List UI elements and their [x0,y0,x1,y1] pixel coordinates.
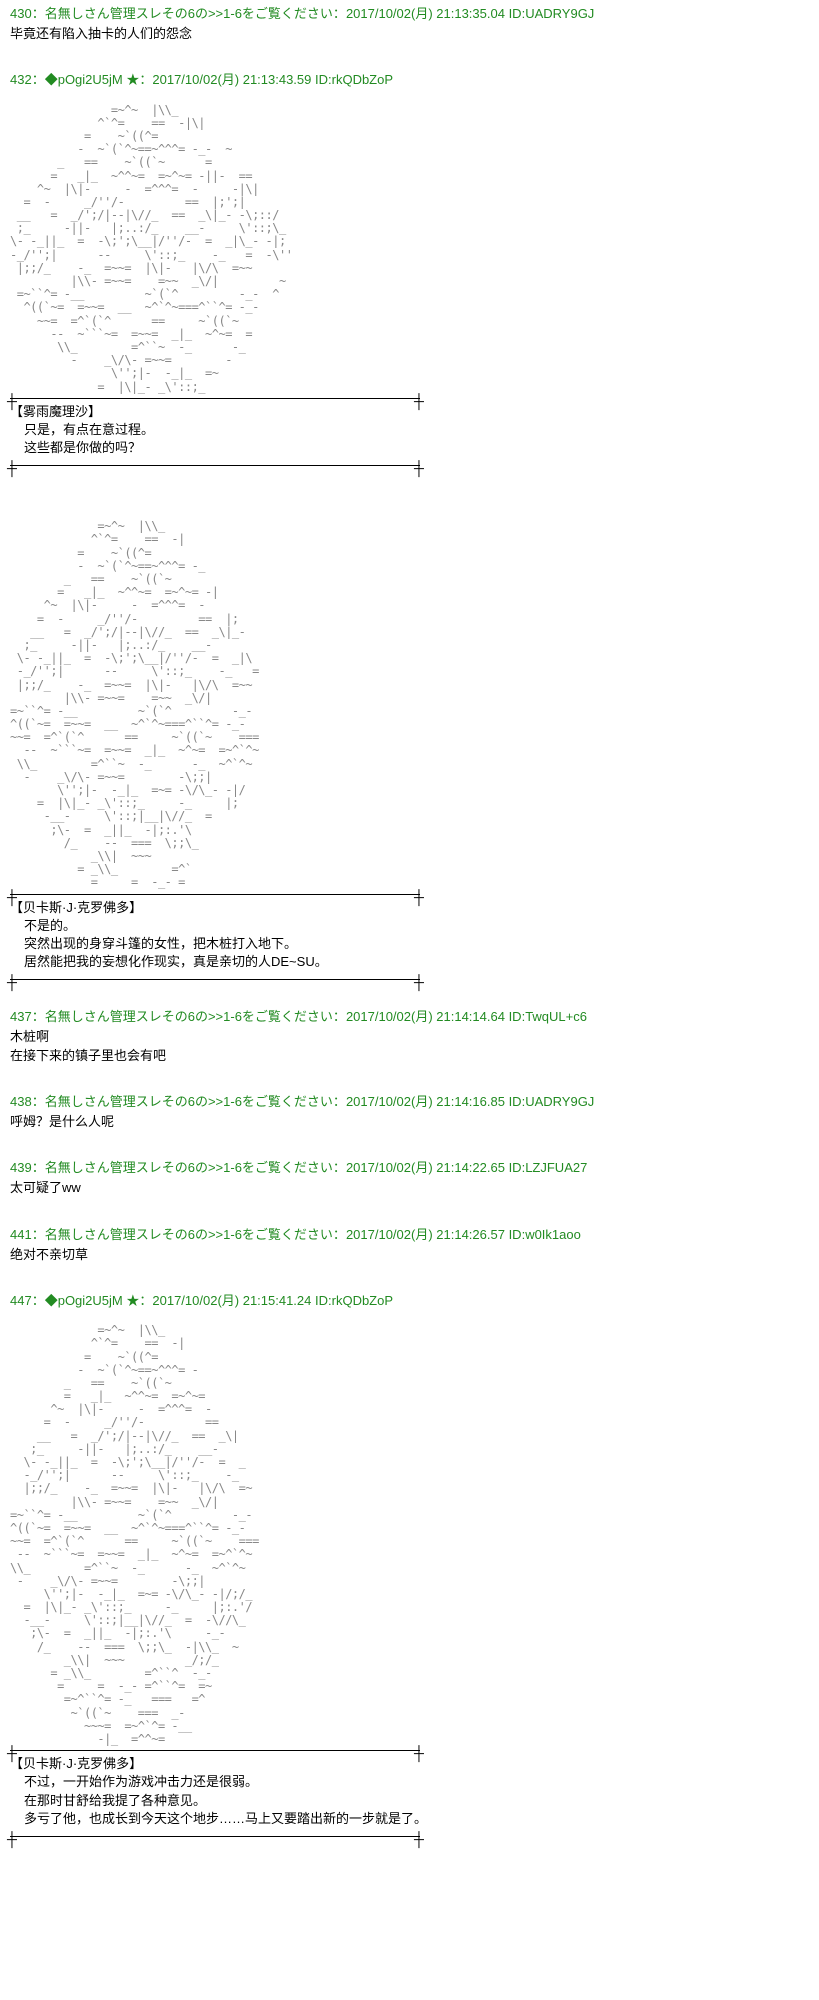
post-date: 2017/10/02(月) 21:13:43.59 [152,72,311,87]
character-dialogue: 不是的。 突然出现的身穿斗篷的女性，把木桩打入地下。 居然能把我的妄想化作现实，… [10,917,809,972]
post-id: UADRY9GJ [525,1094,594,1109]
post-date: 2017/10/02(月) 21:14:14.64 [346,1009,505,1024]
post-author: 名無しさん管理スレその6の>>1-6をご覧ください [45,1009,333,1024]
post-date: 2017/10/02(月) 21:14:26.57 [346,1227,505,1242]
post-number: 447 [10,1293,32,1308]
post-header: 432：◆pOgi2U5jM ★：2017/10/02(月) 21:13:43.… [10,71,809,89]
aa-separator [10,465,420,466]
post-author: 名無しさん管理スレその6の>>1-6をご覧ください [45,1094,333,1109]
character-dialogue: 只是，有点在意过程。 这些都是你做的吗？ [10,421,809,457]
aa-separator [10,894,420,895]
post-author: ◆pOgi2U5jM ★ [45,1293,140,1308]
post-header: 430：名無しさん管理スレその6の>>1-6をご覧ください：2017/10/02… [10,5,809,23]
post-number: 438 [10,1094,32,1109]
aa-separator [10,1836,420,1837]
aa-separator [10,1750,420,1751]
post-author: 名無しさん管理スレその6の>>1-6をご覧ください [45,1227,333,1242]
forum-post: 439：名無しさん管理スレその6の>>1-6をご覧ください：2017/10/02… [10,1159,809,1197]
post-author: ◆pOgi2U5jM ★ [45,72,140,87]
post-date: 2017/10/02(月) 21:14:22.65 [346,1160,505,1175]
post-id: w0Ik1aoo [525,1227,581,1242]
character-name: 【贝卡斯·J·克罗佛多】 [10,1755,809,1773]
post-author: 名無しさん管理スレその6の>>1-6をご覧ください [45,1160,333,1175]
post-header: 438：名無しさん管理スレその6の>>1-6をご覧ください：2017/10/02… [10,1093,809,1111]
post-id: rkQDbZoP [332,1293,393,1308]
post-number: 439 [10,1160,32,1175]
post-body: 木桩啊 在接下来的镇子里也会有吧 [10,1028,809,1064]
post-header: 441：名無しさん管理スレその6の>>1-6をご覧ください：2017/10/02… [10,1226,809,1244]
post-number: 430 [10,6,32,21]
post-number: 432 [10,72,32,87]
post-header: 447：◆pOgi2U5jM ★：2017/10/02(月) 21:15:41.… [10,1292,809,1310]
post-date: 2017/10/02(月) 21:14:16.85 [346,1094,505,1109]
post-header: 437：名無しさん管理スレその6の>>1-6をご覧ください：2017/10/02… [10,1008,809,1026]
post-date: 2017/10/02(月) 21:15:41.24 [152,1293,311,1308]
aa-separator [10,979,420,980]
forum-post: 430：名無しさん管理スレその6の>>1-6をご覧ください：2017/10/02… [10,5,809,43]
ascii-art: =~^~ |\\_ ^`^= == -| = ~`((^= - ~`(`^~==… [10,1324,809,1746]
post-body: 呼姆？是什么人呢 [10,1113,809,1131]
forum-post: 437：名無しさん管理スレその6の>>1-6をご覧ください：2017/10/02… [10,1008,809,1065]
character-name: 【贝卡斯·J·克罗佛多】 [10,899,809,917]
forum-post: 441：名無しさん管理スレその6の>>1-6をご覧ください：2017/10/02… [10,1226,809,1264]
post-header: 439：名無しさん管理スレその6の>>1-6をご覧ください：2017/10/02… [10,1159,809,1177]
ascii-art: =~^~ |\\_ ^`^= == -| = ~`((^= - ~`(`^~==… [10,520,809,889]
post-author: 名無しさん管理スレその6の>>1-6をご覧ください [45,6,333,21]
character-name: 【雾雨魔理沙】 [10,403,809,421]
post-body: 太可疑了ww [10,1179,809,1197]
ascii-art: =~^~ |\\_ ^`^= == -|\| = ~`((^= - ~`(`^~… [10,104,809,394]
aa-separator [10,398,420,399]
post-date: 2017/10/02(月) 21:13:35.04 [346,6,505,21]
forum-post: 438：名無しさん管理スレその6の>>1-6をご覧ください：2017/10/02… [10,1093,809,1131]
post-id: UADRY9GJ [525,6,594,21]
character-dialogue: 不过，一开始作为游戏冲击力还是很弱。 在那时甘舒给我提了各种意见。 多亏了他，也… [10,1773,809,1828]
post-body: 毕竟还有陷入抽卡的人们的怨念 [10,25,809,43]
forum-post: 432：◆pOgi2U5jM ★：2017/10/02(月) 21:13:43.… [10,71,809,980]
post-number: 441 [10,1227,32,1242]
post-body: 绝对不亲切草 [10,1246,809,1264]
post-id: rkQDbZoP [332,72,393,87]
post-number: 437 [10,1009,32,1024]
forum-post: 447：◆pOgi2U5jM ★：2017/10/02(月) 21:15:41.… [10,1292,809,1837]
post-id: LZJFUA27 [525,1160,587,1175]
post-id: TwqUL+c6 [525,1009,587,1024]
